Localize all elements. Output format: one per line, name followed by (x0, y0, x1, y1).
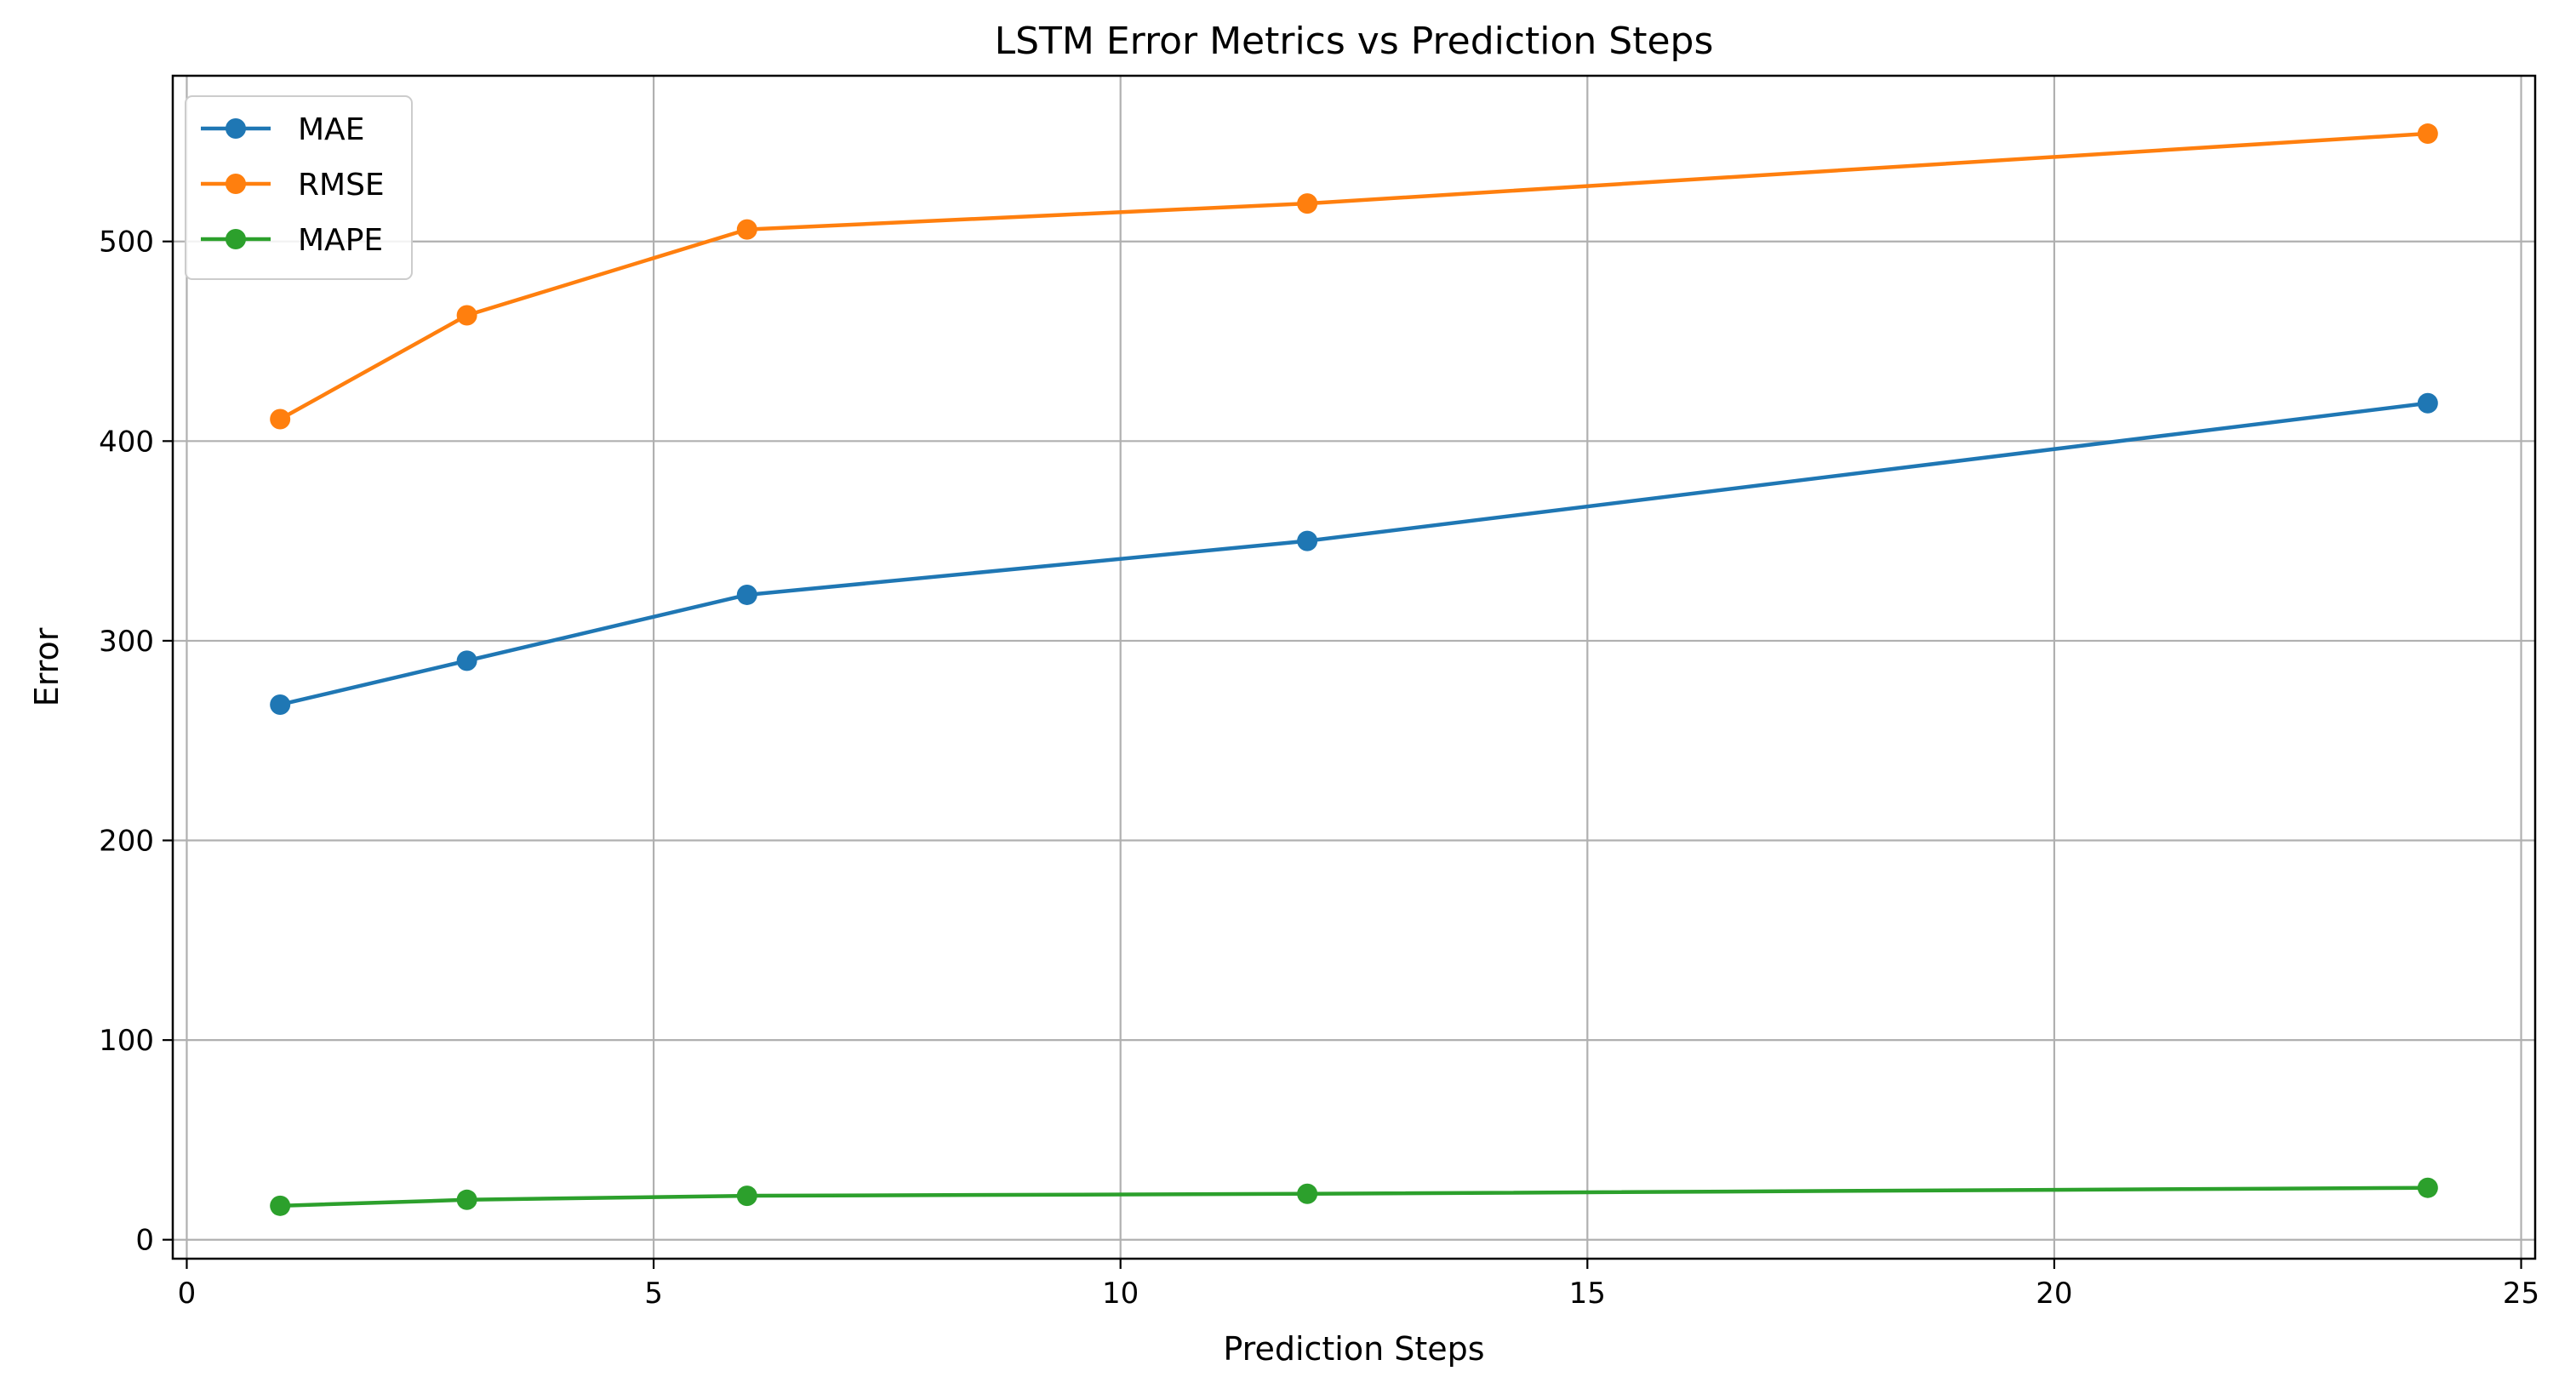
legend-label: RMSE (298, 168, 385, 203)
data-point-mape (456, 1189, 477, 1210)
series-rmse (270, 123, 2438, 430)
y-axis-ticks: 0 100 200 300 400 500 (99, 226, 173, 1258)
y-tick-label: 400 (99, 425, 154, 459)
y-tick-label: 0 (135, 1224, 154, 1258)
data-point-mape (2417, 1177, 2438, 1198)
plot-frame (171, 74, 2537, 1260)
x-axis-label: Prediction Steps (1223, 1330, 1484, 1368)
data-point-rmse (456, 305, 477, 326)
series-mae (270, 392, 2438, 715)
legend-marker (226, 174, 246, 194)
data-point-mape (736, 1185, 757, 1207)
chart-title: LSTM Error Metrics vs Prediction Steps (995, 20, 1714, 63)
y-tick-label: 100 (99, 1024, 154, 1058)
data-point-rmse (2417, 123, 2438, 145)
y-tick-label: 300 (99, 625, 154, 659)
x-tick-label: 15 (1569, 1277, 1606, 1311)
data-point-mae (1297, 530, 1318, 551)
x-axis-ticks: 0 5 10 15 20 25 (178, 1259, 2539, 1311)
x-tick-label: 20 (2036, 1277, 2072, 1311)
data-point-mae (736, 584, 757, 605)
legend: MAE RMSE MAPE (185, 95, 413, 280)
x-tick-label: 10 (1102, 1277, 1139, 1311)
legend-item: RMSE (201, 168, 385, 203)
legend-item: MAE (201, 112, 364, 147)
data-point-mae (2417, 392, 2438, 414)
grid (173, 76, 2535, 1259)
data-point-mae (270, 694, 291, 715)
y-tick-label: 500 (99, 226, 154, 260)
series-lines (270, 123, 2438, 1216)
data-point-rmse (736, 219, 757, 240)
legend-marker (226, 229, 246, 249)
legend-label: MAPE (298, 223, 383, 258)
x-tick-label: 0 (178, 1277, 197, 1311)
data-point-mae (456, 650, 477, 671)
data-point-rmse (1297, 193, 1318, 214)
x-tick-label: 5 (644, 1277, 663, 1311)
data-point-rmse (270, 408, 291, 430)
data-point-mape (270, 1195, 291, 1216)
y-axis-label: Error (28, 627, 66, 706)
legend-label: MAE (298, 112, 364, 147)
data-point-mape (1297, 1183, 1318, 1204)
legend-item: MAPE (201, 223, 383, 258)
legend-marker (226, 118, 246, 139)
y-tick-label: 200 (99, 825, 154, 859)
series-mape (270, 1177, 2438, 1216)
x-tick-label: 25 (2503, 1277, 2539, 1311)
